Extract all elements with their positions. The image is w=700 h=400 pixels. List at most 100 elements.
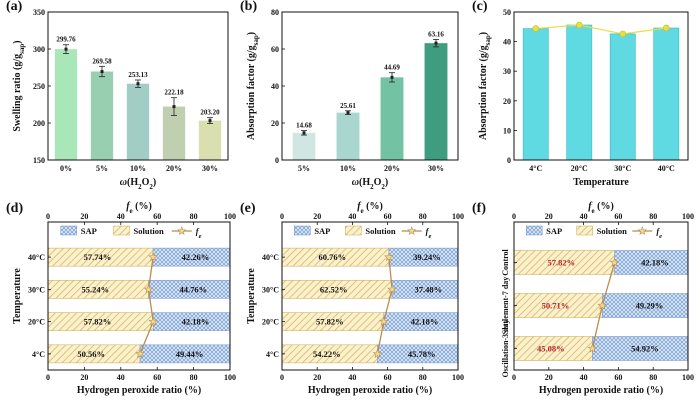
x-tick-label: 40 [580,373,588,382]
x-axis-label: ω(H2O2) [120,177,156,191]
y-axis-label: Temperature [12,268,23,324]
top-x-tick-label: 60 [614,212,622,221]
top-x-tick-label: 40 [117,212,125,221]
x-axis-label: ω(H2O2) [352,177,388,191]
y-tick-label: 20 [503,97,511,106]
data-label: 203.20 [200,109,220,117]
panel-label: (d) [6,201,23,216]
x-tick-label: 30% [428,164,444,173]
sap-bar [601,293,689,318]
x-tick-label: 60 [153,373,161,382]
solution-value-label: 60.76% [318,252,346,262]
x-tick-label: 20°C [571,164,588,173]
top-x-tick-label: 20 [313,212,321,221]
panel-label: (a) [6,0,23,14]
x-tick-label: 5% [96,164,108,173]
x-tick-label: 100 [224,373,236,382]
fe-line [139,257,154,355]
x-tick-label: 30°C [614,164,631,173]
y-tick-label: 4°C [266,350,279,359]
panel-d: (d) fe (%) 0 20 40 60 80 100 50.56% 49.44% 4°C 57.8… [6,201,236,396]
panel-a: (a) 299.76 0% 269.58 5% 253.13 10% 222.18 20% 203… [6,0,229,191]
sap-value-label: 39.24% [413,252,441,262]
mean-marker [136,82,140,86]
legend-sap-swatch [525,225,543,236]
mean-marker [64,47,68,51]
top-x-axis-label: fe (%) [357,201,383,215]
legend-sap-label: SAP [81,226,97,236]
legend-solution-swatch [576,225,593,236]
x-tick-label: 60 [384,373,392,382]
sap-value-label: 45.78% [408,349,436,359]
x-tick-label: 4°C [529,164,542,173]
plot-frame [513,11,689,161]
top-x-tick-label: 40 [348,212,356,221]
x-tick-label: 100 [452,373,464,382]
data-label: 299.76 [56,36,76,44]
legend-solution-label: Solution [134,226,165,236]
x-tick-label: 80 [649,373,657,382]
legend-fe-label: fe [656,226,662,240]
y-tick-label: 300 [33,45,45,54]
sap-value-label: 37.48% [415,284,443,294]
top-x-tick-label: 80 [419,212,427,221]
y-tick-label: 80 [271,8,279,17]
sap-value-label: 42.18% [182,317,210,327]
x-tick-label: 5% [298,164,310,173]
x-tick-label: 0 [46,373,50,382]
y-tick-label: 150 [33,156,45,165]
top-x-tick-label: 20 [545,212,553,221]
data-label: 14.68 [296,122,312,130]
solution-value-label: 50.56% [77,349,105,359]
x-tick-label: 20% [166,164,182,173]
sap-bar [592,336,689,361]
fe-star-marker [148,316,159,326]
y-tick-label: 20°C [28,318,45,327]
x-axis-label: Hydrogen peroxide ratio (%) [539,385,663,396]
top-x-tick-label: 100 [224,212,236,221]
panel-label: (f) [472,201,486,216]
y-tick-label: 10 [503,126,511,135]
fe-star-marker [378,316,389,326]
panel-b: (b) 14.68 5% 25.61 10% 44.69 20% 63.16 30% 0 20 40 6… [240,0,459,191]
y-tick-label: 60 [271,45,279,54]
sap-value-label: 49.29% [636,301,664,311]
x-tick-label: 0% [60,164,72,173]
panel-label: (e) [240,201,256,216]
top-x-tick-label: 0 [280,212,284,221]
top-x-tick-label: 60 [153,212,161,221]
legend-sap-swatch [294,225,311,236]
legend-solution-label: Solution [365,226,396,236]
top-x-tick-label: 40 [580,212,588,221]
fe-star-marker [143,284,154,294]
fe-star-marker [609,257,620,267]
fe-star-marker [387,284,397,294]
x-tick-label: 80 [190,373,198,382]
data-label: 222.18 [164,89,184,97]
solution-value-label: 62.52% [320,284,348,294]
sap-value-label: 42.18% [641,258,669,268]
x-tick-label: 20 [313,373,321,382]
y-tick-label: 40 [271,82,279,91]
top-x-tick-label: 100 [682,212,694,221]
solution-value-label: 57.82% [547,258,575,268]
x-axis-label: Hydrogen peroxide ratio (%) [77,385,201,396]
bar [198,120,222,160]
bar [54,49,78,161]
panel-label: (b) [240,0,257,14]
legend-sap-label: SAP [314,226,330,236]
x-tick-label: 0 [280,373,284,382]
panel-label: (c) [472,0,488,14]
plot-frame [47,221,231,371]
data-label: 25.61 [340,102,356,110]
y-tick-label: 0 [507,156,511,165]
mean-marker [346,111,350,115]
mean-marker [208,119,212,123]
x-tick-label: 20 [80,373,88,382]
solution-bar [513,336,593,361]
x-tick-label: 30% [202,164,218,173]
mean-marker [172,105,176,109]
x-tick-label: 20 [545,373,553,382]
legend-sap-swatch [60,225,77,236]
